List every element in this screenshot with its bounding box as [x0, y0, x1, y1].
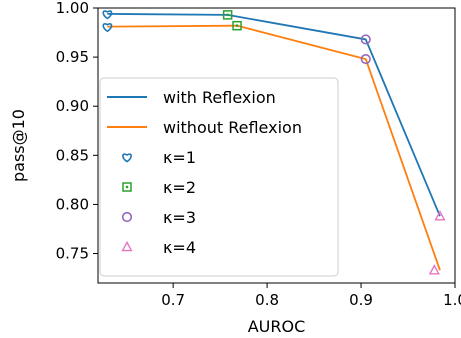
data-point-kappa1-2 [102, 23, 113, 33]
legend-label: κ=4 [163, 238, 196, 257]
y-tick-label: 0.75 [56, 245, 89, 263]
plot-markers [102, 10, 446, 275]
legend-label: κ=1 [163, 148, 196, 167]
y-tick-label: 1.00 [56, 0, 89, 17]
y-axis-label: pass@10 [9, 109, 28, 182]
legend-item-6: κ=4 [121, 238, 196, 257]
data-point-kappa2-1 [222, 10, 233, 20]
x-tick-label: 0.9 [349, 291, 373, 309]
x-tick-label: 0.7 [161, 291, 185, 309]
legend-marker-swatch [121, 211, 133, 223]
y-axis-ticks: 0.75 0.80 0.85 0.90 0.95 1.00 [56, 0, 98, 263]
legend-label: κ=2 [163, 178, 196, 197]
x-tick-label: 0.8 [255, 291, 279, 309]
legend-item-5: κ=3 [121, 208, 196, 227]
data-point-kappa3-1 [360, 34, 371, 45]
data-point-kappa2-2 [232, 20, 242, 31]
y-tick-label: 0.80 [56, 195, 89, 213]
data-point-kappa1-1 [102, 10, 113, 20]
legend-box [99, 77, 339, 277]
data-point-kappa4-1 [434, 210, 446, 221]
x-axis-label: AUROC [248, 317, 306, 336]
plot-lines [107, 12, 441, 271]
legend-item-3: κ=1 [122, 148, 196, 167]
data-point-kappa3-2 [360, 53, 371, 65]
legend-marker-swatch [122, 153, 132, 163]
legend-item-4: κ=2 [122, 178, 196, 197]
legend-marker-swatch [121, 240, 133, 252]
legend-label: with Reflexion [163, 88, 276, 107]
legend-item-1: with Reflexion [107, 88, 276, 107]
legend-item-2: without Reflexion [107, 118, 302, 137]
legend-marker-swatch [122, 182, 132, 192]
legend: with Reflexion without Reflexion κ=1 κ=2 κ=3… [99, 77, 339, 277]
y-tick-label: 0.85 [56, 146, 89, 164]
y-tick-label: 0.90 [56, 97, 89, 115]
legend-label: without Reflexion [163, 118, 302, 137]
y-tick-label: 0.95 [56, 48, 89, 66]
plot-frame [97, 7, 456, 284]
data-point-kappa4-2 [428, 264, 440, 275]
x-axis-ticks: 0.7 0.8 0.9 1.0 [161, 283, 461, 309]
x-tick-label: 1.0 [443, 291, 461, 309]
series-line-1 [107, 12, 441, 217]
series-line-2 [107, 24, 441, 271]
legend-label: κ=3 [163, 208, 196, 227]
